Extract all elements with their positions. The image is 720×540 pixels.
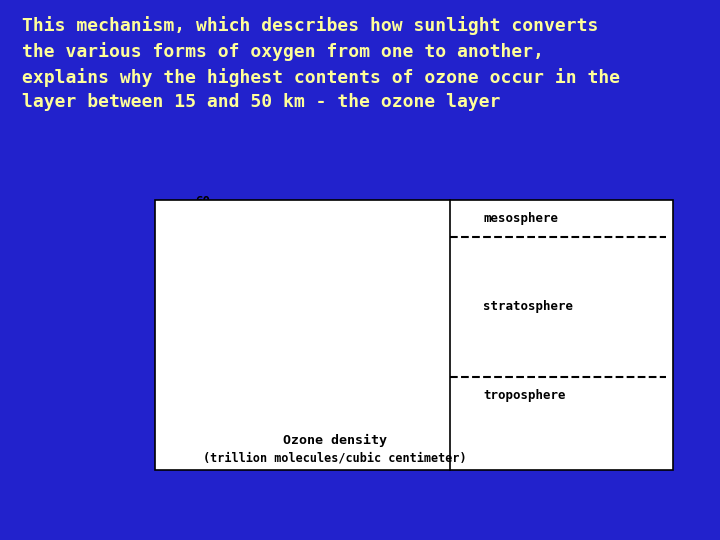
- Text: mesosphere: mesosphere: [484, 212, 559, 225]
- Text: Ozone density: Ozone density: [283, 434, 387, 447]
- Text: (trillion molecules/cubic centimeter): (trillion molecules/cubic centimeter): [203, 451, 467, 464]
- Text: This mechanism, which describes how sunlight converts
the various forms of oxyge: This mechanism, which describes how sunl…: [22, 16, 620, 111]
- Text: troposphere: troposphere: [484, 389, 566, 402]
- Text: stratosphere: stratosphere: [484, 300, 574, 313]
- Y-axis label: Altitude (km): Altitude (km): [176, 256, 189, 365]
